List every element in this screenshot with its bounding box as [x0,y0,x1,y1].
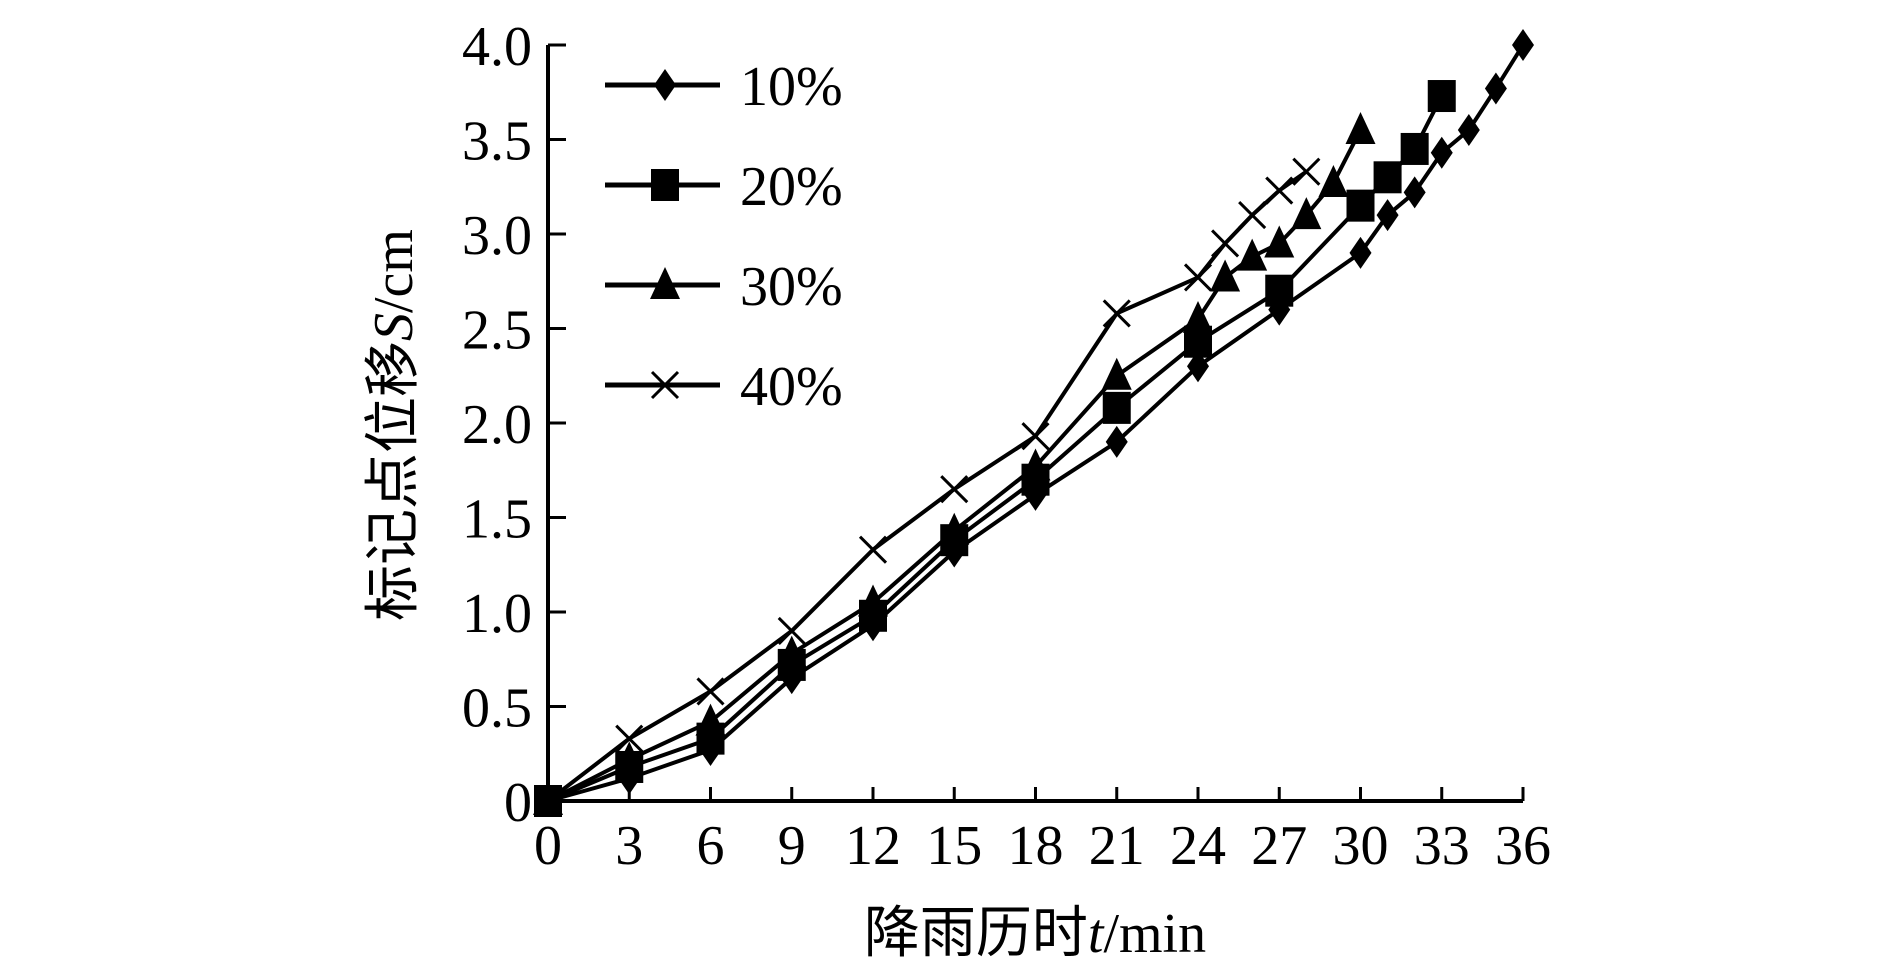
diamond-marker-icon [1512,29,1534,61]
x-axis-title: 降雨历时t/min [864,903,1206,965]
cross-marker-icon [650,370,680,400]
legend: 10% 20% 30% 40% [605,56,843,418]
x-tick-label: 0 [534,815,562,877]
legend-item-20pct: 20% [605,156,843,218]
series-layer [533,29,1534,817]
diamond-marker-icon [1457,114,1480,147]
legend-item-30pct: 30% [605,256,843,318]
x-tick-label: 36 [1495,815,1551,877]
square-marker-icon [1427,80,1456,113]
triangle-marker-icon [1210,259,1241,292]
diamond-marker-icon [1403,176,1426,209]
series-10pct [537,29,1534,817]
series-40pct [533,157,1321,816]
triangle-marker-icon [1183,301,1213,334]
y-tick-label: 3.5 [462,111,532,173]
y-tick-label: 1.5 [462,489,532,551]
cross-marker-icon [777,616,806,645]
x-tick-label: 6 [697,815,725,877]
axes: 0 3 6 9 12 15 18 21 24 27 30 33 3600.51.01.52.02.53.… [462,16,1551,877]
triangle-marker-icon [1020,448,1051,481]
cross-marker-icon [940,475,969,504]
diamond-marker-icon [1430,136,1453,169]
cross-marker-icon [533,786,563,816]
y-tick-label: 2.5 [462,300,532,362]
legend-label: 20% [740,156,843,218]
cross-marker-icon [615,724,644,753]
diamond-marker-icon [1376,199,1399,232]
cross-marker-icon [858,535,888,564]
triangle-marker-icon [858,584,888,617]
legend-label: 40% [740,356,843,418]
legend-item-10pct: 10% [605,56,843,118]
series-line [547,43,1525,803]
x-tick-label: 9 [778,815,806,877]
y-tick-label: 3.0 [462,205,532,267]
diamond-marker-icon [1187,350,1209,383]
x-tick-label: 3 [615,815,643,877]
cross-marker-icon [1211,229,1240,258]
x-tick-label: 12 [845,815,901,877]
y-tick-label: 1.0 [462,583,532,645]
cross-marker-icon [1021,422,1050,451]
triangle-marker-icon [1101,357,1132,390]
triangle-marker-icon [1237,238,1268,271]
diamond-marker-icon [654,69,676,101]
diamond-marker-icon [1105,425,1128,458]
square-marker-icon [1265,274,1294,307]
legend-item-40pct: 40% [605,356,843,418]
x-tick-label: 21 [1089,815,1145,877]
y-tick-label: 0 [504,772,532,834]
square-marker-icon [1102,391,1131,424]
square-marker-icon [1373,161,1402,194]
square-marker-icon [651,169,679,201]
square-marker-icon [1400,132,1429,165]
cross-marker-icon [1102,299,1131,328]
x-tick-label: 24 [1170,815,1226,877]
triangle-marker-icon [614,741,645,774]
legend-label: 30% [740,256,843,318]
cross-marker-icon [1292,157,1321,186]
triangle-marker-icon [695,703,726,736]
triangle-marker-icon [776,635,807,668]
legend-label: 10% [740,56,843,118]
cross-marker-icon [1265,176,1294,205]
x-tick-label: 18 [1008,815,1064,877]
cross-marker-icon [1238,201,1267,230]
triangle-marker-icon [1264,225,1295,258]
x-tick-label: 30 [1333,815,1389,877]
y-tick-label: 2.0 [462,394,532,456]
triangle-marker-icon [650,267,680,299]
y-tick-label: 0.5 [462,678,532,740]
series-line [546,169,1308,803]
x-tick-label: 33 [1414,815,1470,877]
diamond-marker-icon [1349,236,1372,269]
triangle-marker-icon [1318,164,1349,197]
y-tick-label: 4.0 [462,16,532,78]
diamond-marker-icon [1484,72,1507,105]
x-tick-label: 15 [926,815,982,877]
x-tick-label: 27 [1251,815,1307,877]
square-marker-icon [1346,189,1375,222]
cross-marker-icon [696,677,725,706]
triangle-marker-icon [1291,197,1322,230]
y-axis-title: 标记点位移S/cm [363,229,425,621]
triangle-marker-icon [939,512,970,545]
triangle-marker-icon [1345,112,1376,145]
cross-marker-icon [1183,263,1213,292]
